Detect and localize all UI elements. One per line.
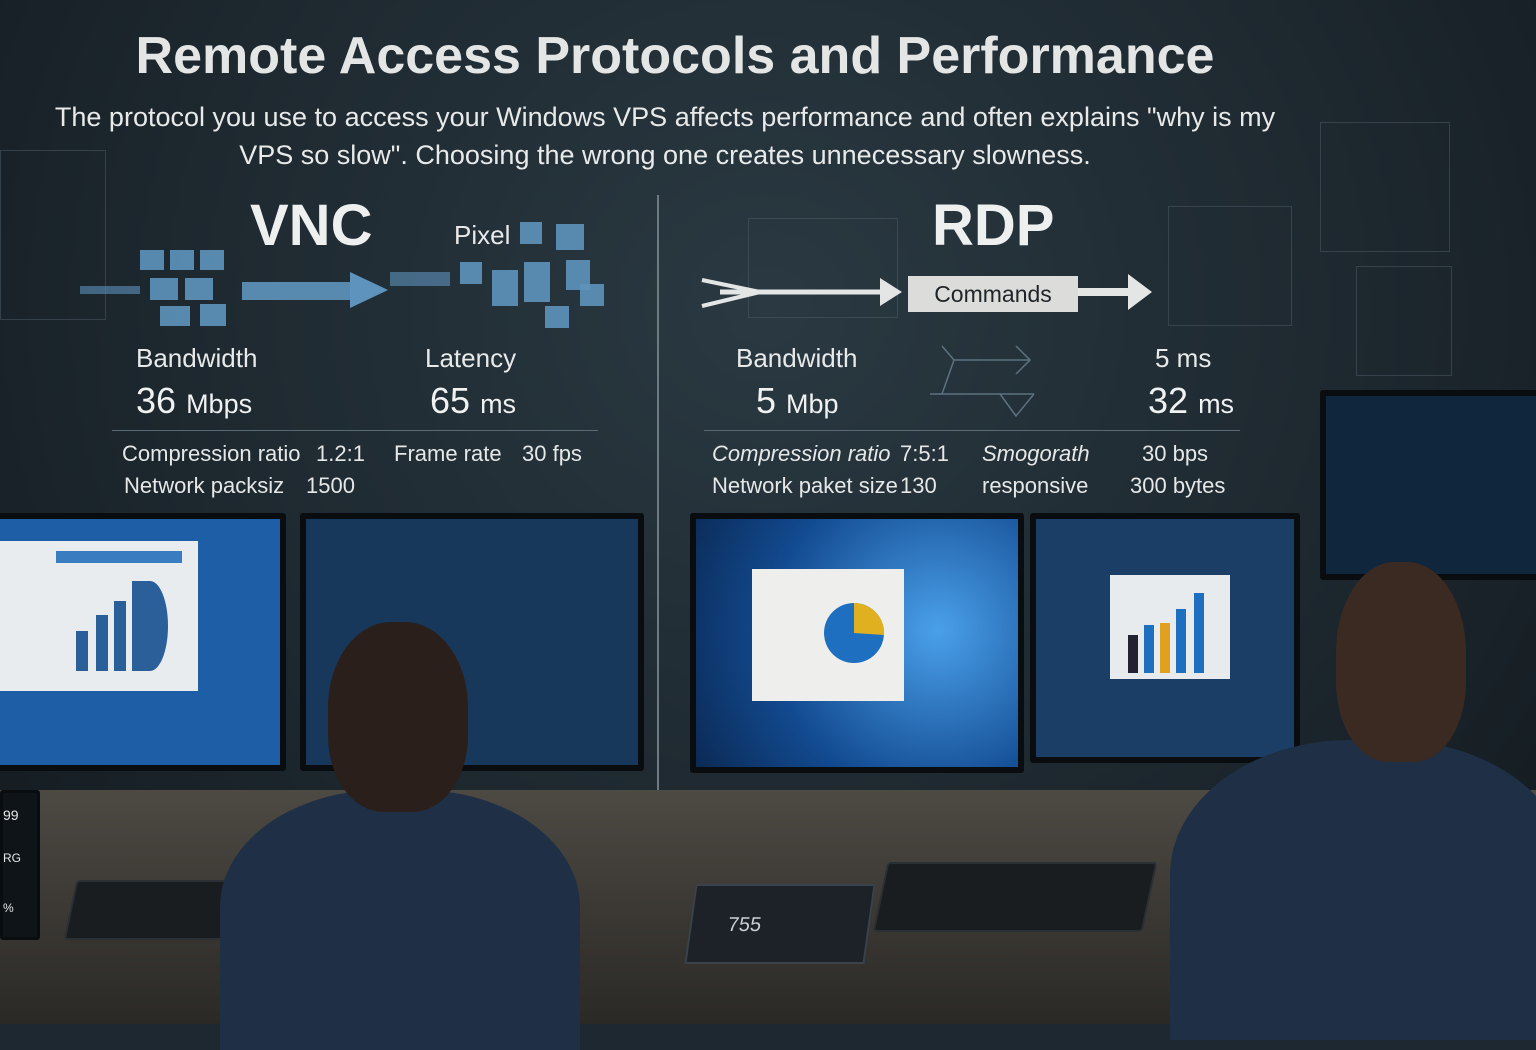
wall-diagram — [1320, 122, 1450, 252]
vnc-latency-label: Latency — [425, 343, 517, 373]
rdp-latency-number: 32 — [1148, 380, 1189, 421]
person-right — [1170, 740, 1536, 1040]
vnc-cell: Frame rate — [394, 441, 502, 466]
keyboard — [872, 862, 1158, 932]
vnc-bandwidth-number: 36 — [136, 380, 177, 421]
commands-box: Commands — [908, 276, 1078, 312]
device-panel: 755 — [684, 884, 876, 964]
rdp-cell: Smogorath — [982, 441, 1090, 466]
wall-panel — [0, 150, 106, 320]
side-readout: % — [3, 901, 14, 915]
rdp-bandwidth-number: 5 — [756, 380, 777, 421]
pie-chart-icon — [824, 602, 885, 663]
vnc-arrow-icon — [350, 272, 388, 308]
rdp-cell: 130 — [900, 473, 937, 498]
rdp-heading: RDP — [932, 193, 1055, 258]
vnc-bandwidth-unit: Mbps — [186, 389, 253, 419]
vnc-cell: 1.2:1 — [316, 441, 365, 466]
rdp-latency-unit: ms — [1198, 389, 1235, 419]
rdp-bandwidth-unit: Mbp — [786, 389, 839, 419]
rdp-cell: 7:5:1 — [900, 441, 949, 466]
monitor-right-1 — [690, 513, 1024, 773]
wall-diagram — [1356, 266, 1452, 376]
subtitle-line-2: VPS so slow". Choosing the wrong one cre… — [239, 140, 1091, 170]
rdp-bandwidth-value: 5 Mbp — [756, 380, 839, 422]
wall-diagram — [1168, 206, 1292, 326]
monitor-left-1 — [0, 513, 286, 771]
rdp-cell: 30 bps — [1142, 441, 1209, 466]
bidirectional-arrow-icon — [930, 345, 1035, 418]
rdp-cell: responsive — [982, 473, 1089, 498]
divider — [657, 195, 659, 1024]
rdp-cell: Network paket size — [712, 473, 898, 498]
vnc-cell: 1500 — [306, 473, 355, 498]
page-title: Remote Access Protocols and Performance — [135, 27, 1215, 85]
rdp-latency-label: 5 ms — [1155, 343, 1212, 373]
vnc-latency-number: 65 — [430, 380, 471, 421]
rdp-cell: Compression ratio — [712, 441, 891, 466]
vnc-bandwidth-value: 36 Mbps — [136, 380, 252, 422]
rdp-arrows-icon — [701, 274, 1152, 310]
side-readout: RG — [3, 851, 21, 865]
monitor-right-2 — [1030, 513, 1300, 763]
vnc-heading: VNC — [250, 193, 373, 258]
vnc-cell: Network packsiz — [124, 473, 285, 498]
rdp-bandwidth-label: Bandwidth — [736, 343, 858, 373]
vnc-cell: Compression ratio — [122, 441, 301, 466]
rdp-cell: 300 bytes — [1130, 473, 1226, 498]
person-left — [220, 790, 580, 1050]
subtitle-line-1: The protocol you use to access your Wind… — [54, 102, 1276, 132]
vnc-rule — [112, 430, 598, 431]
person-right-head — [1336, 562, 1466, 762]
vnc-latency-unit: ms — [480, 389, 517, 419]
monitor-wall — [1320, 390, 1536, 580]
side-display: 99 RG % — [0, 790, 40, 940]
device-readout: 755 — [726, 914, 763, 936]
pixel-label: Pixel — [454, 220, 511, 250]
vnc-bandwidth-label: Bandwidth — [136, 343, 258, 373]
rdp-rule — [704, 430, 1240, 431]
wall-diagram — [748, 218, 898, 318]
vnc-cell: 30 fps — [522, 441, 582, 466]
rdp-latency-value: 32 ms — [1148, 380, 1234, 422]
side-readout: 99 — [3, 807, 19, 823]
person-left-head — [328, 622, 468, 812]
vnc-latency-value: 65 ms — [430, 380, 516, 422]
